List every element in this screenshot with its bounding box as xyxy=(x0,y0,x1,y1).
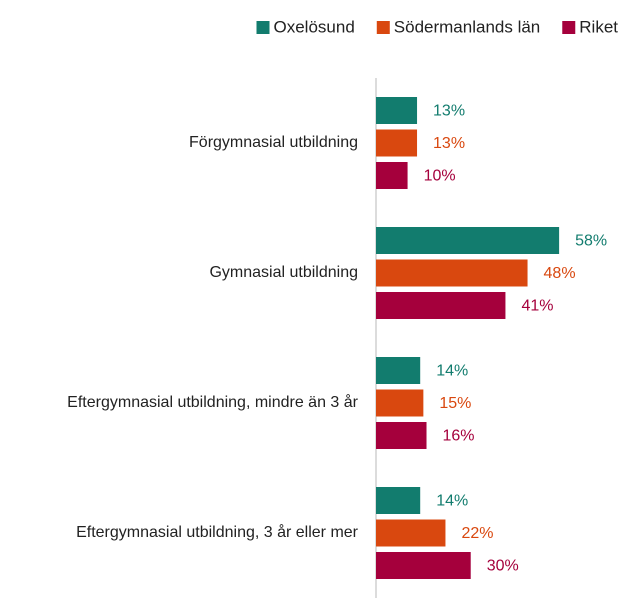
data-label: 58% xyxy=(575,233,607,250)
category-label: Förgymnasial utbildning xyxy=(189,134,358,151)
bar xyxy=(376,487,421,514)
data-label: 16% xyxy=(443,428,475,445)
bar xyxy=(376,292,506,319)
data-label: 41% xyxy=(521,298,553,315)
bar xyxy=(376,552,471,579)
bar xyxy=(376,389,424,417)
legend-swatch xyxy=(376,21,390,34)
data-label: 15% xyxy=(439,395,471,412)
legend-swatch xyxy=(562,21,576,34)
data-label: 13% xyxy=(433,103,465,120)
bar xyxy=(376,129,418,157)
data-label: 48% xyxy=(544,265,576,282)
bar xyxy=(376,357,421,384)
bar xyxy=(376,422,427,449)
bar xyxy=(376,519,446,547)
category-label: Gymnasial utbildning xyxy=(209,264,358,281)
bar xyxy=(376,97,418,124)
bar xyxy=(376,162,408,189)
legend-swatch xyxy=(256,21,270,34)
category-label: Eftergymnasial utbildning, 3 år eller me… xyxy=(76,523,359,541)
data-label: 14% xyxy=(436,363,468,380)
data-label: 10% xyxy=(424,168,456,185)
data-label: 22% xyxy=(461,525,493,542)
bar xyxy=(376,259,528,287)
legend-label: Riket xyxy=(579,17,618,36)
data-label: 30% xyxy=(487,558,519,575)
data-label: 13% xyxy=(433,135,465,152)
data-label: 14% xyxy=(436,493,468,510)
legend-label: Oxelösund xyxy=(274,17,355,36)
bar xyxy=(376,227,560,254)
legend: Oxelösund Södermanlands län Riket xyxy=(256,17,618,36)
category-label: Eftergymnasial utbildning, mindre än 3 å… xyxy=(67,393,358,411)
legend-label: Södermanlands län xyxy=(394,17,540,36)
